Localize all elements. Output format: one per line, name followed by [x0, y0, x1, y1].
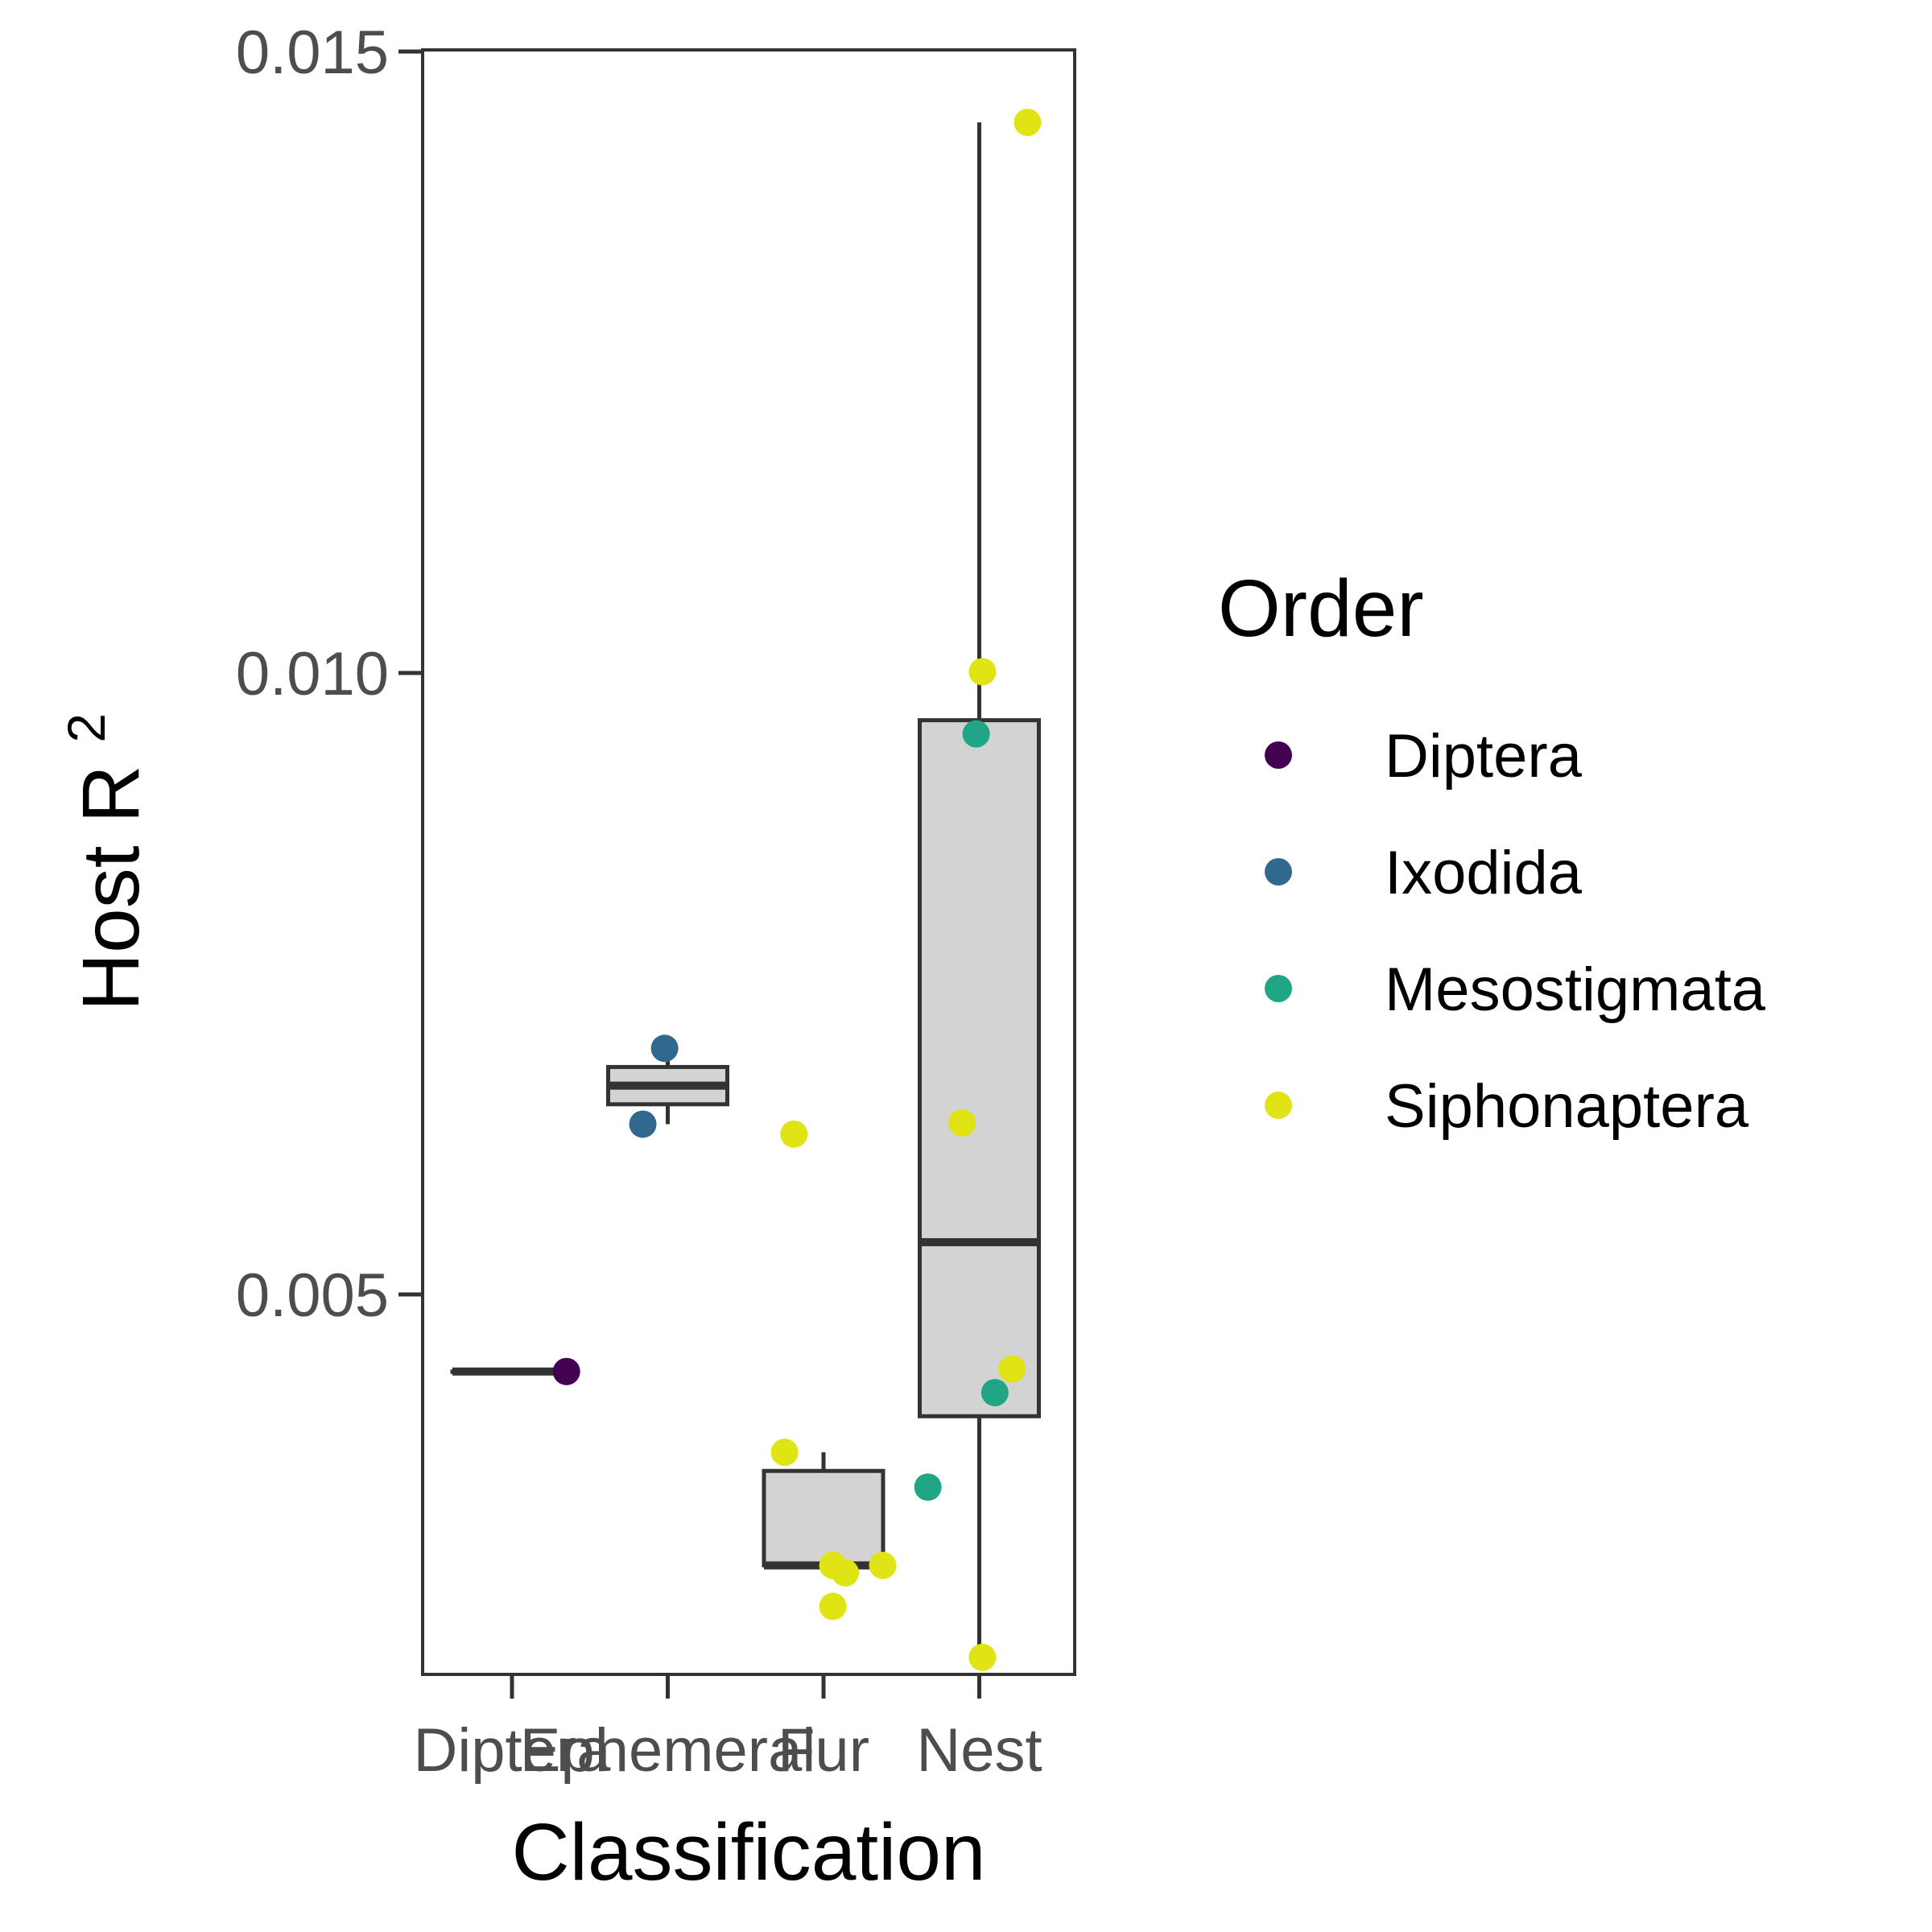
data-point-siphonaptera: [869, 1551, 897, 1579]
x-tick-label: Fur: [778, 1716, 869, 1785]
y-tick-label: 0.015: [236, 19, 389, 87]
plot-panel-border: [421, 48, 1076, 1676]
x-tick-label: Ephemeral: [520, 1716, 816, 1785]
legend-swatch: [1265, 741, 1292, 769]
y-tick-label: 0.005: [236, 1261, 389, 1330]
x-tick-label: Diptera: [414, 1716, 612, 1785]
legend-title: Order: [1218, 564, 1424, 654]
legend-swatch: [1265, 1092, 1292, 1119]
data-point-siphonaptera: [819, 1592, 847, 1620]
boxes-layer: [450, 122, 1041, 1657]
y-tick-label: 0.010: [236, 640, 389, 708]
legend-entries: Diptera Ixodida Mesostigmata Siphonaptera: [1265, 722, 1766, 1141]
box-nest: [918, 122, 1041, 1657]
legend-swatch: [1265, 975, 1292, 1002]
x-tick-label: Nest: [916, 1716, 1042, 1785]
data-point-siphonaptera: [968, 658, 997, 686]
data-point-mesostigmata: [914, 1473, 942, 1501]
svg-text:Host R 2: Host R 2: [56, 713, 156, 1011]
legend-item-mesostigmata: Mesostigmata: [1265, 956, 1766, 1024]
legend-item-ixodida: Ixodida: [1265, 839, 1583, 907]
y-axis-title: Host R 2: [56, 713, 156, 1011]
data-point-mesostigmata: [962, 720, 990, 748]
legend-item-siphonaptera: Siphonaptera: [1265, 1072, 1749, 1141]
legend-item-diptera: Diptera: [1265, 722, 1583, 791]
legend-label: Siphonaptera: [1385, 1072, 1749, 1141]
y-axis-title-main: Host R: [66, 765, 156, 1011]
legend: Order Diptera Ixodida Mesostigmata Siphonap…: [1218, 564, 1766, 1141]
y-axis: 0.005 0.010 0.015: [236, 19, 423, 1330]
data-point-siphonaptera: [998, 1355, 1026, 1383]
x-axis-title: Classification: [511, 1807, 985, 1897]
data-point-siphonaptera: [1013, 109, 1042, 137]
data-point-siphonaptera: [780, 1120, 808, 1148]
data-point-siphonaptera: [832, 1558, 860, 1587]
data-point-ixodida: [629, 1110, 657, 1138]
legend-label: Mesostigmata: [1385, 956, 1766, 1024]
data-point-mesostigmata: [980, 1378, 1009, 1406]
data-point-siphonaptera: [948, 1108, 976, 1137]
box-ephemeral: [606, 1048, 729, 1125]
data-point-siphonaptera: [770, 1439, 799, 1467]
data-point-siphonaptera: [968, 1643, 997, 1671]
box-iqr: [762, 1468, 886, 1568]
legend-label: Diptera: [1385, 722, 1583, 791]
box-fur: [762, 1452, 886, 1570]
legend-swatch: [1265, 858, 1292, 886]
data-point-diptera: [552, 1357, 580, 1385]
points-layer: [552, 109, 1042, 1671]
y-axis-title-superscript: 2: [56, 713, 116, 743]
legend-label: Ixodida: [1385, 839, 1583, 907]
data-point-ixodida: [650, 1034, 679, 1063]
box-iqr: [918, 718, 1041, 1418]
